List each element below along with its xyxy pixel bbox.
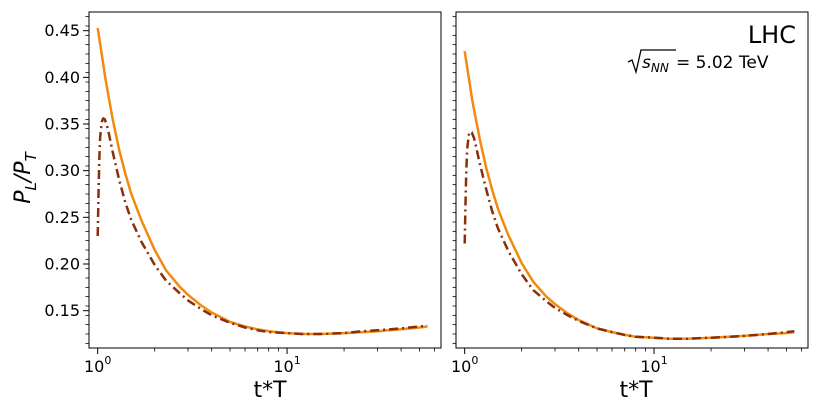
svg-text:sNN: sNN bbox=[642, 53, 669, 75]
annotation-energy: sNN = 5.02 TeV bbox=[627, 49, 769, 75]
left-panel: 100 101 0.15 0.20 0.25 0.30 0.35 0.40 0.45 bbox=[44, 11, 442, 376]
annotation-collider: LHC bbox=[748, 21, 796, 49]
x-tick-label: 100 bbox=[451, 354, 478, 376]
x-axis-label-left: t*T bbox=[253, 378, 287, 403]
series-line-solid bbox=[463, 51, 795, 340]
series-line-solid bbox=[96, 27, 428, 336]
sqrt-sign-icon bbox=[627, 49, 676, 75]
y-tick-label: 0.45 bbox=[44, 21, 80, 40]
series-line-dashdot bbox=[96, 117, 428, 336]
x-tick-label: 100 bbox=[84, 354, 111, 376]
x-axis-label-right: t*T bbox=[619, 378, 653, 403]
y-axis-label: PL/PT bbox=[11, 150, 40, 203]
y-tick-label: 0.15 bbox=[44, 301, 80, 320]
y-tick-label: 0.40 bbox=[44, 68, 80, 87]
plot-frame bbox=[88, 11, 442, 349]
y-tick-label: 0.35 bbox=[44, 115, 80, 134]
y-tick-label: 0.30 bbox=[44, 161, 80, 180]
right-panel: 100 101 bbox=[451, 11, 809, 376]
series-line-dashdot bbox=[463, 130, 795, 340]
y-tick-label: 0.25 bbox=[44, 208, 80, 227]
y-tick-label: 0.20 bbox=[44, 255, 80, 274]
plot-frame bbox=[455, 11, 809, 349]
x-tick-label: 101 bbox=[640, 354, 667, 376]
x-tick-label: 101 bbox=[273, 354, 300, 376]
svg-text:= 5.02 TeV: = 5.02 TeV bbox=[676, 53, 769, 73]
